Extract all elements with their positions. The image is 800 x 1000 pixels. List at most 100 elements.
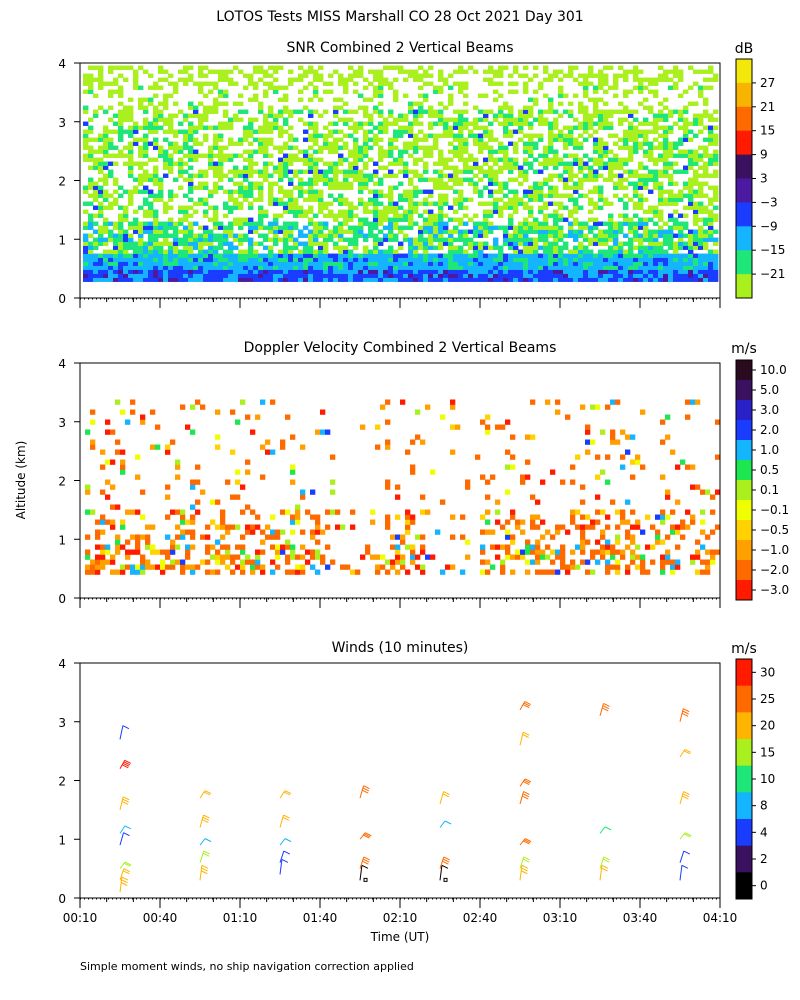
doppler-cell: [480, 419, 486, 425]
snr-cell: [323, 245, 329, 250]
snr-cell: [703, 265, 709, 270]
snr-cell: [118, 225, 124, 230]
snr-cell: [673, 197, 679, 202]
doppler-cell: [260, 474, 266, 480]
snr-cell: [503, 157, 509, 162]
snr-cell: [318, 257, 324, 262]
snr-cell: [343, 253, 349, 258]
snr-cell: [368, 265, 374, 270]
snr-cell: [93, 109, 99, 114]
snr-cell: [483, 253, 489, 258]
snr-cell: [393, 97, 399, 102]
snr-cell: [568, 269, 574, 274]
snr-cell: [348, 65, 354, 70]
snr-cell: [368, 273, 374, 278]
snr-cell: [348, 117, 354, 122]
snr-cell: [453, 149, 459, 154]
snr-cell: [668, 241, 674, 246]
snr-cell: [563, 241, 569, 246]
snr-cell: [708, 185, 714, 190]
snr-cell: [558, 261, 564, 266]
snr-cell: [283, 153, 289, 158]
snr-cell: [338, 73, 344, 78]
snr-cell: [423, 133, 429, 138]
doppler-cell: [435, 529, 441, 535]
snr-cell: [173, 149, 179, 154]
doppler-cell: [160, 559, 166, 565]
doppler-cell: [665, 549, 671, 555]
snr-cell: [513, 117, 519, 122]
snr-cell: [83, 105, 89, 110]
snr-cell: [108, 69, 114, 74]
doppler-cell: [510, 509, 516, 515]
snr-cell: [83, 277, 89, 282]
snr-cell: [363, 121, 369, 126]
snr-cell: [708, 133, 714, 138]
snr-cell: [423, 93, 429, 98]
snr-cell: [188, 197, 194, 202]
snr-cell: [303, 161, 309, 166]
snr-cell: [308, 205, 314, 210]
snr-cell: [673, 201, 679, 206]
snr-cell: [503, 225, 509, 230]
snr-cell: [528, 109, 534, 114]
snr-cell: [533, 261, 539, 266]
snr-cell: [328, 269, 334, 274]
snr-cell: [363, 105, 369, 110]
snr-cell: [658, 225, 664, 230]
snr-cell: [613, 165, 619, 170]
snr-cell: [523, 217, 529, 222]
snr-cell: [323, 241, 329, 246]
snr-cell: [118, 85, 124, 90]
snr-cell: [573, 217, 579, 222]
snr-cell: [268, 257, 274, 262]
snr-cell: [148, 97, 154, 102]
doppler-cell: [580, 524, 586, 530]
snr-cell: [693, 193, 699, 198]
snr-cell: [438, 85, 444, 90]
snr-cell: [553, 173, 559, 178]
snr-cell: [688, 201, 694, 206]
snr-cell: [368, 113, 374, 118]
snr-cell: [543, 149, 549, 154]
snr-cell: [243, 197, 249, 202]
snr-cell: [158, 225, 164, 230]
snr-cell: [713, 189, 719, 194]
snr-cell: [643, 105, 649, 110]
snr-cell: [183, 225, 189, 230]
snr-cell: [308, 125, 314, 130]
snr-cell: [288, 169, 294, 174]
snr-cell: [173, 129, 179, 134]
snr-cell: [253, 265, 259, 270]
snr-cell: [643, 237, 649, 242]
snr-cell: [393, 121, 399, 126]
snr-cell: [643, 249, 649, 254]
doppler-cell: [535, 524, 541, 530]
snr-cell: [313, 273, 319, 278]
doppler-cell: [170, 559, 176, 565]
snr-cell: [433, 245, 439, 250]
snr-cell: [128, 245, 134, 250]
snr-cell: [178, 185, 184, 190]
snr-cell: [253, 185, 259, 190]
snr-cell: [133, 225, 139, 230]
snr-cell: [138, 65, 144, 70]
doppler-cell: [180, 514, 186, 520]
snr-cell: [663, 169, 669, 174]
snr-cell: [313, 229, 319, 234]
snr-cell: [323, 89, 329, 94]
snr-cell: [653, 277, 659, 282]
doppler-cell: [390, 544, 396, 550]
snr-cell: [298, 241, 304, 246]
snr-cell: [593, 105, 599, 110]
snr-cell: [348, 73, 354, 78]
snr-cell: [668, 85, 674, 90]
snr-cell: [193, 269, 199, 274]
doppler-cell: [145, 564, 151, 570]
snr-cell: [218, 89, 224, 94]
doppler-cell: [605, 569, 611, 575]
snr-cell: [348, 109, 354, 114]
snr-cell: [258, 217, 264, 222]
snr-cell: [98, 137, 104, 142]
snr-cell: [598, 69, 604, 74]
